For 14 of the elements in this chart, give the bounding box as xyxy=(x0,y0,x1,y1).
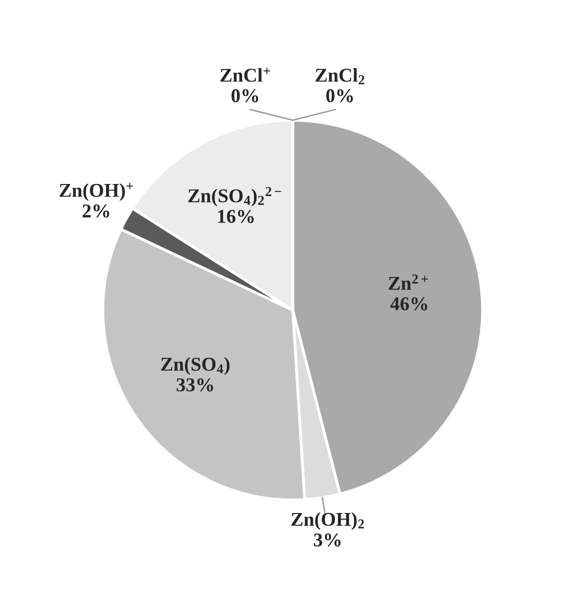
slice-label: Zn(SO$_{4}$)$_{2}$$^{2−}$ xyxy=(188,186,282,206)
data-label: 16% xyxy=(218,210,254,224)
data-label: 46% xyxy=(390,297,428,310)
category-label: ZnCl$_{2}$ xyxy=(316,68,364,84)
text: 0% xyxy=(326,89,353,102)
slice-label: Zn(OH)$_{2}$ xyxy=(291,512,364,530)
slice-label: Zn(SO$_{4}$) xyxy=(161,357,230,375)
slice-label: Zn(OH)$^{+}$ xyxy=(60,182,133,201)
category-label: ZnCl$^{+}$ xyxy=(220,68,270,82)
slice-label: Zn$^{2+}$ xyxy=(388,274,428,290)
text: 0% xyxy=(232,89,258,102)
data-label: 3% xyxy=(314,533,341,547)
data-label: 33% xyxy=(176,378,213,392)
data-label: 2% xyxy=(82,204,110,218)
